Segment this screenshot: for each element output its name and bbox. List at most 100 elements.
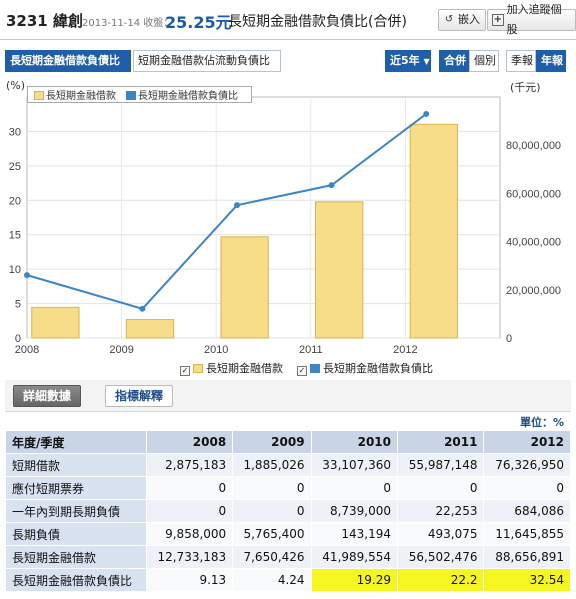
column-header-year: 2008: [145, 430, 234, 454]
table-cell: 143,194: [310, 522, 399, 546]
x-tick-label: 2010: [204, 344, 228, 356]
unit-label: 單位：%: [519, 416, 564, 429]
table-cell: 0: [232, 476, 312, 500]
table-cell: 41,989,554: [310, 545, 399, 569]
table-cell: 4.24: [232, 568, 312, 592]
table-row: 短期借款 2,875,183 1,885,026 33,107,360 55,987,1…: [5, 453, 571, 477]
left-tick-label: 15: [9, 230, 21, 242]
tab-annual[interactable]: 年報: [536, 50, 566, 72]
left-tick-label: 10: [9, 264, 21, 276]
tab-short-term-ratio[interactable]: 短期金融借款佔流動負債比: [133, 50, 281, 72]
right-tick-label: 20,000,000: [506, 285, 561, 297]
table-cell: 56,502,476: [397, 545, 485, 569]
bar-2008: [31, 306, 80, 339]
left-tick-label: 20: [9, 195, 21, 207]
toggle-line-label: 長短期金融借款負債比: [323, 362, 433, 375]
table-row: 長短期金融借款 12,733,183 7,650,426 41,989,554 56,5…: [5, 545, 571, 569]
table-cell: 5,765,400: [232, 522, 312, 546]
embed-label: 嵌入: [458, 13, 480, 26]
table-cell: 9.13: [145, 568, 234, 592]
left-axis-unit: (%): [6, 79, 26, 92]
table-cell: 22,253: [397, 499, 485, 523]
row-label: 長短期金融借款: [5, 545, 147, 569]
share-icon: ↺: [444, 14, 454, 25]
column-header-year: 2012: [483, 430, 571, 454]
legend-item-bar: 長短期金融借款: [34, 87, 116, 102]
tab-debt-ratio[interactable]: 長短期金融借款負債比: [5, 50, 131, 72]
line-point-2010: [234, 202, 241, 209]
page-title: 長短期金融借款負債比(合併): [228, 14, 407, 30]
column-header-label: 年度/季度: [5, 430, 147, 454]
table-row: 應付短期票券 0 0 0 0 0: [5, 476, 571, 500]
table-cell: 8,739,000: [310, 499, 399, 523]
row-label: 應付短期票券: [5, 476, 147, 500]
table-row: 一年內到期長期負債 0 0 8,739,000 22,253 684,086: [5, 499, 571, 523]
stock-name: 3231 緯創: [6, 12, 83, 30]
detail-tabs: 詳細數據 指標解釋: [5, 380, 571, 412]
row-label: 長短期金融借款負債比: [5, 568, 147, 592]
line-point-2011: [328, 182, 335, 189]
chart-legend: 長短期金融借款 長短期金融借款負債比: [27, 86, 252, 103]
chevron-down-icon: ▼: [423, 57, 430, 66]
tab-consolidated[interactable]: 合併: [439, 50, 469, 72]
embed-button[interactable]: ↺ 嵌入: [438, 9, 486, 31]
table-header-row: 年度/季度 2008 2009 2010 2011 2012: [5, 430, 571, 454]
table-cell: 1,885,026: [232, 453, 312, 477]
plus-icon: +: [492, 14, 504, 26]
period-select[interactable]: 近5年 ▼: [385, 50, 431, 72]
table-row: 長期負債 9,858,000 5,765,400 143,194 493,075 11,6…: [5, 522, 571, 546]
data-table: 年度/季度 2008 2009 2010 2011 2012 短期借款 2,875,183 1…: [5, 430, 571, 592]
series-toggles: ✓ 長短期金融借款 ✓ 長短期金融借款負債比: [180, 360, 433, 376]
line-point-2008: [24, 272, 30, 279]
bar-2009: [125, 319, 175, 339]
right-axis-unit: (千元): [510, 81, 541, 94]
close-price: 25.25元: [165, 13, 232, 32]
left-tick-label: 25: [9, 161, 21, 173]
column-header-year: 2009: [232, 430, 312, 454]
chart-area: 0 5 10 15 20 25 30 0 20,000,000 40,000,000 60,000,…: [9, 96, 561, 356]
x-tick-label: 2008: [15, 344, 39, 356]
add-watch-button[interactable]: + 加入追蹤個股: [487, 3, 576, 36]
table-cell: 19.29: [310, 568, 399, 592]
tab-detail-data[interactable]: 詳細數據: [13, 385, 82, 407]
checkbox-icon: ✓: [297, 366, 307, 376]
tab-individual[interactable]: 個別: [469, 50, 499, 72]
table-cell: 0: [483, 476, 571, 500]
table-cell: 2,875,183: [145, 453, 234, 477]
bar-2011: [315, 201, 364, 339]
table-cell: 12,733,183: [145, 545, 234, 569]
tab-indicator-explain[interactable]: 指標解釋: [105, 385, 174, 407]
close-date: 2013-11-14 收盤：: [82, 18, 174, 29]
toggle-bar-series[interactable]: ✓ 長短期金融借款: [180, 360, 283, 376]
period-label: 近5年: [390, 54, 420, 67]
tab-quarterly[interactable]: 季報: [506, 50, 536, 72]
row-label: 一年內到期長期負債: [5, 499, 147, 523]
bar-2012: [409, 123, 458, 339]
table-cell: 32.54: [483, 568, 571, 592]
right-tick-label: 0: [506, 333, 512, 345]
table-cell: 11,645,855: [483, 522, 571, 546]
table-cell: 684,086: [483, 499, 571, 523]
header-bar: 3231 緯創 2013-11-14 收盤： 25.25元 長短期金融借款負債比…: [0, 0, 576, 40]
line-point-2012: [423, 110, 430, 117]
x-tick-label: 2009: [109, 344, 133, 356]
table-body: 短期借款 2,875,183 1,885,026 33,107,360 55,987,1…: [5, 453, 571, 592]
left-tick-label: 30: [9, 126, 21, 138]
left-tick-label: 0: [15, 333, 21, 345]
line-point-2009: [139, 305, 146, 312]
legend-bar-label: 長短期金融借款: [46, 91, 116, 102]
x-tick-label: 2012: [393, 344, 417, 356]
table-row: 長短期金融借款負債比 9.13 4.24 19.29 22.2 32.54: [5, 568, 571, 592]
toggle-line-series[interactable]: ✓ 長短期金融借款負債比: [297, 360, 433, 376]
toggle-bar-label: 長短期金融借款: [206, 362, 283, 375]
table-cell: 0: [310, 476, 399, 500]
legend-item-line: 長短期金融借款負債比: [126, 87, 238, 102]
right-tick-label: 40,000,000: [506, 237, 561, 249]
table-cell: 0: [145, 499, 234, 523]
table-cell: 33,107,360: [310, 453, 399, 477]
row-label: 短期借款: [5, 453, 147, 477]
checkbox-icon: ✓: [180, 366, 190, 376]
table-cell: 0: [145, 476, 234, 500]
x-tick-label: 2011: [299, 344, 323, 356]
table-cell: 22.2: [397, 568, 485, 592]
